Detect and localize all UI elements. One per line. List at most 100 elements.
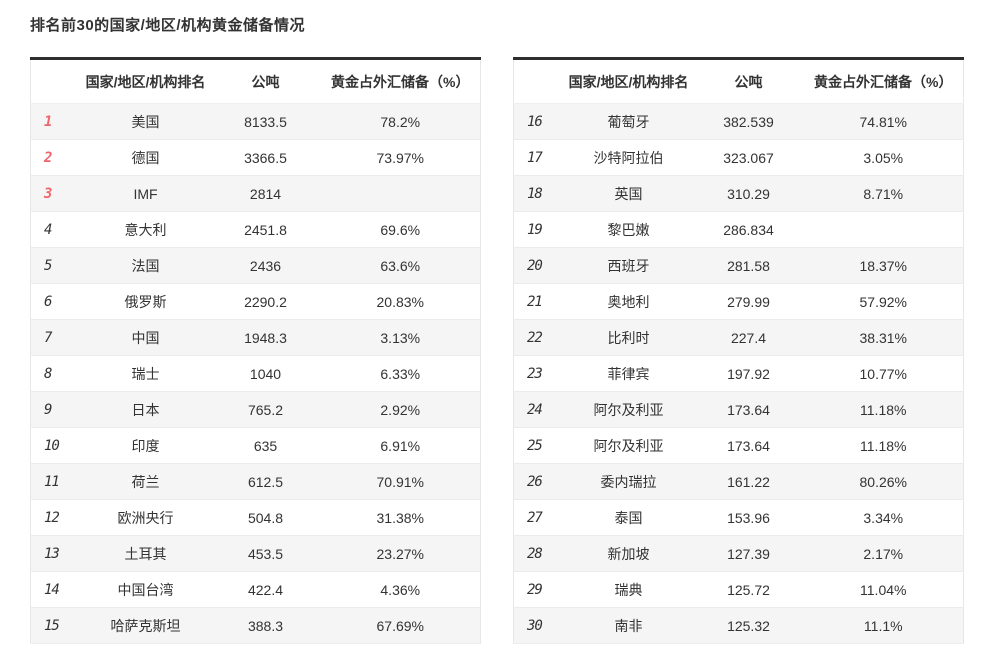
cell-tons: 173.64	[693, 391, 804, 428]
cell-name: 英国	[563, 175, 694, 212]
cell-name: 法国	[80, 247, 211, 284]
table-row: 6 俄罗斯 2290.2 20.83%	[30, 283, 481, 320]
cell-name: 新加坡	[563, 535, 694, 572]
cell-rank: 17	[513, 139, 564, 176]
cell-name: 奥地利	[563, 283, 694, 320]
cell-rank: 25	[513, 427, 564, 464]
cell-tons: 453.5	[210, 535, 321, 572]
table-body: 1 美国 8133.5 78.2% 2 德国 3366.5 73.97% 3 IMF 2814 4 意大…	[30, 103, 481, 644]
cell-name: 瑞典	[563, 571, 694, 608]
cell-name: 中国	[80, 319, 211, 356]
cell-tons: 281.58	[693, 247, 804, 284]
cell-pct: 10.77%	[803, 355, 964, 392]
cell-tons: 153.96	[693, 499, 804, 536]
cell-pct: 11.18%	[803, 427, 964, 464]
cell-name: 德国	[80, 139, 211, 176]
cell-name: 瑞士	[80, 355, 211, 392]
cell-pct: 23.27%	[320, 535, 481, 572]
table-row: 21 奥地利 279.99 57.92%	[513, 283, 964, 320]
cell-pct: 4.36%	[320, 571, 481, 608]
cell-name: 比利时	[563, 319, 694, 356]
column-header-name: 国家/地区/机构排名	[563, 58, 694, 104]
tables-container: 国家/地区/机构排名 公吨 黄金占外汇储备（%） 1 美国 8133.5 78.2% 2…	[30, 57, 964, 644]
cell-rank: 6	[30, 283, 81, 320]
cell-rank: 23	[513, 355, 564, 392]
table-row: 23 菲律宾 197.92 10.77%	[513, 355, 964, 392]
column-header-tons: 公吨	[210, 58, 321, 104]
cell-tons: 2814	[210, 175, 321, 212]
column-header-pct: 黄金占外汇储备（%）	[803, 58, 964, 104]
cell-tons: 161.22	[693, 463, 804, 500]
table-row: 5 法国 2436 63.6%	[30, 247, 481, 284]
cell-pct: 74.81%	[803, 103, 964, 140]
cell-rank: 14	[30, 571, 81, 608]
cell-name: 欧洲央行	[80, 499, 211, 536]
table-body: 16 葡萄牙 382.539 74.81% 17 沙特阿拉伯 323.067 3.05% 18 英…	[513, 103, 964, 644]
cell-tons: 127.39	[693, 535, 804, 572]
table-row: 8 瑞士 1040 6.33%	[30, 355, 481, 392]
cell-rank: 5	[30, 247, 81, 284]
cell-name: 西班牙	[563, 247, 694, 284]
cell-pct: 11.1%	[863, 617, 903, 634]
cell-rank: 15	[44, 617, 60, 634]
table-row: 20 西班牙 281.58 18.37%	[513, 247, 964, 284]
table-row: 7 中国 1948.3 3.13%	[30, 319, 481, 356]
cell-tons: 286.834	[693, 211, 804, 248]
cell-rank: 28	[513, 535, 564, 572]
table-row: 18 英国 310.29 8.71%	[513, 175, 964, 212]
cell-name: 葡萄牙	[563, 103, 694, 140]
table-row: 17 沙特阿拉伯 323.067 3.05%	[513, 139, 964, 176]
cell-rank: 13	[30, 535, 81, 572]
cell-pct: 6.33%	[320, 355, 481, 392]
cell-pct: 6.91%	[320, 427, 481, 464]
column-header-rank	[30, 58, 81, 104]
table-row: 29 瑞典 125.72 11.04%	[513, 571, 964, 608]
cell-tons: 279.99	[693, 283, 804, 320]
cell-pct: 73.97%	[320, 139, 481, 176]
cell-pct: 18.37%	[803, 247, 964, 284]
table-row: 2 德国 3366.5 73.97%	[30, 139, 481, 176]
cell-pct: 63.6%	[320, 247, 481, 284]
cell-tons: 125.32	[727, 617, 770, 634]
table-row: 24 阿尔及利亚 173.64 11.18%	[513, 391, 964, 428]
table-row: 1 美国 8133.5 78.2%	[30, 103, 481, 140]
cell-name: 阿尔及利亚	[563, 391, 694, 428]
table-row: 11 荷兰 612.5 70.91%	[30, 463, 481, 500]
table-row: 15 哈萨克斯坦 388.3 67.69%	[30, 607, 481, 644]
table-row: 13 土耳其 453.5 23.27%	[30, 535, 481, 572]
cell-rank: 30	[527, 617, 543, 634]
cell-tons: 422.4	[210, 571, 321, 608]
cell-pct: 3.13%	[320, 319, 481, 356]
cell-pct: 31.38%	[320, 499, 481, 536]
cell-tons: 173.64	[693, 427, 804, 464]
cell-pct: 70.91%	[320, 463, 481, 500]
cell-rank: 19	[513, 211, 564, 248]
cell-rank: 22	[513, 319, 564, 356]
table-row: 10 印度 635 6.91%	[30, 427, 481, 464]
cell-pct: 69.6%	[320, 211, 481, 248]
table-row: 19 黎巴嫩 286.834	[513, 211, 964, 248]
cell-name: 南非	[614, 617, 643, 634]
cell-rank: 20	[513, 247, 564, 284]
cell-name: IMF	[80, 175, 211, 212]
cell-name: 阿尔及利亚	[563, 427, 694, 464]
cell-rank: 8	[30, 355, 81, 392]
cell-tons: 388.3	[247, 617, 284, 634]
cell-rank: 3	[30, 175, 81, 212]
cell-rank: 18	[513, 175, 564, 212]
cell-pct: 11.18%	[803, 391, 964, 428]
cell-tons: 3366.5	[210, 139, 321, 176]
table-row: 26 委内瑞拉 161.22 80.26%	[513, 463, 964, 500]
table-header: 国家/地区/机构排名 公吨 黄金占外汇储备（%）	[513, 58, 964, 104]
gold-reserves-table-ranks-16-30: 国家/地区/机构排名 公吨 黄金占外汇储备（%） 16 葡萄牙 382.539 74.…	[513, 57, 964, 644]
cell-pct: 20.83%	[320, 283, 481, 320]
table-row: 12 欧洲央行 504.8 31.38%	[30, 499, 481, 536]
cell-name: 泰国	[563, 499, 694, 536]
cell-pct: 78.2%	[320, 103, 481, 140]
gold-reserves-table-ranks-1-15: 国家/地区/机构排名 公吨 黄金占外汇储备（%） 1 美国 8133.5 78.2% 2…	[30, 57, 481, 644]
cell-name: 意大利	[80, 211, 211, 248]
column-header-tons: 公吨	[693, 58, 804, 104]
cell-name: 中国台湾	[80, 571, 211, 608]
cell-tons: 612.5	[210, 463, 321, 500]
